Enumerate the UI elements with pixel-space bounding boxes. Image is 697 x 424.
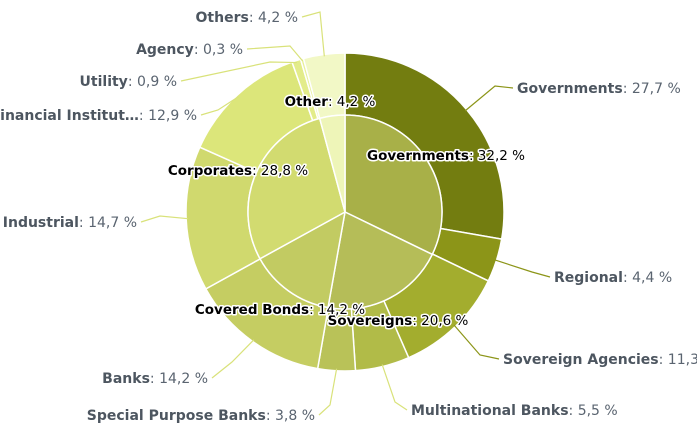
connector-special-purpose-banks bbox=[318, 368, 338, 416]
outer-ring bbox=[185, 52, 505, 372]
connector-industrial bbox=[140, 215, 189, 223]
connector-regional bbox=[494, 259, 551, 278]
outer-label-financial-institut: Financial Institut…: 12,9 % bbox=[0, 108, 197, 124]
inner-slice-corporates[interactable] bbox=[247, 117, 346, 260]
connector-utility bbox=[180, 61, 297, 82]
inner-slice-sovereigns[interactable] bbox=[327, 210, 434, 310]
connector-governments bbox=[464, 85, 514, 112]
connector-banks bbox=[211, 339, 255, 379]
connector-multinational-banks bbox=[381, 364, 408, 411]
inner-slice-other[interactable] bbox=[318, 114, 346, 213]
connector-agency bbox=[246, 45, 304, 62]
outer-label-others: Others: 4,2 % bbox=[196, 10, 298, 26]
inner-label-corporates: Corporates: 28,8 % bbox=[168, 163, 308, 179]
outer-label-sovereign-agencies: Sovereign Agencies: 11,3 bbox=[503, 352, 697, 368]
outer-label-regional: Regional: 4,4 % bbox=[554, 270, 672, 286]
outer-labels: Governments: 27,7 % Regional: 4,4 % Sovere… bbox=[0, 10, 697, 424]
outer-label-agency: Agency: 0,3 % bbox=[136, 42, 243, 58]
inner-labels: Governments: 32,2 % Sovereigns: 20,6 %Cov… bbox=[166, 93, 526, 331]
outer-label-utility: Utility: 0,9 % bbox=[80, 74, 177, 90]
outer-label-special-purpose-banks: Special Purpose Banks: 3,8 % bbox=[87, 408, 315, 424]
inner-label-covered-bonds: Covered Bonds: 14,2 % bbox=[195, 302, 365, 318]
connector-sovereign-agencies bbox=[453, 324, 500, 360]
outer-label-governments: Governments: 27,7 % bbox=[517, 81, 681, 97]
inner-ring bbox=[247, 114, 443, 310]
inner-label-other: Other: 4,2 % bbox=[285, 94, 376, 110]
inner-slice-governments[interactable] bbox=[344, 114, 443, 256]
outer-label-multinational-banks: Multinational Banks: 5,5 % bbox=[411, 403, 618, 419]
inner-slice-covered-bonds[interactable] bbox=[258, 210, 347, 309]
outer-label-industrial: Industrial: 14,7 % bbox=[3, 215, 137, 231]
connector-financial-institut bbox=[200, 96, 239, 116]
connector-others bbox=[301, 11, 325, 57]
label-connectors bbox=[140, 11, 551, 416]
outer-label-banks: Banks: 14,2 % bbox=[102, 371, 208, 387]
inner-label-sovereigns: Sovereigns: 20,6 % bbox=[328, 313, 469, 329]
inner-label-governments: Governments: 32,2 % bbox=[367, 148, 525, 164]
